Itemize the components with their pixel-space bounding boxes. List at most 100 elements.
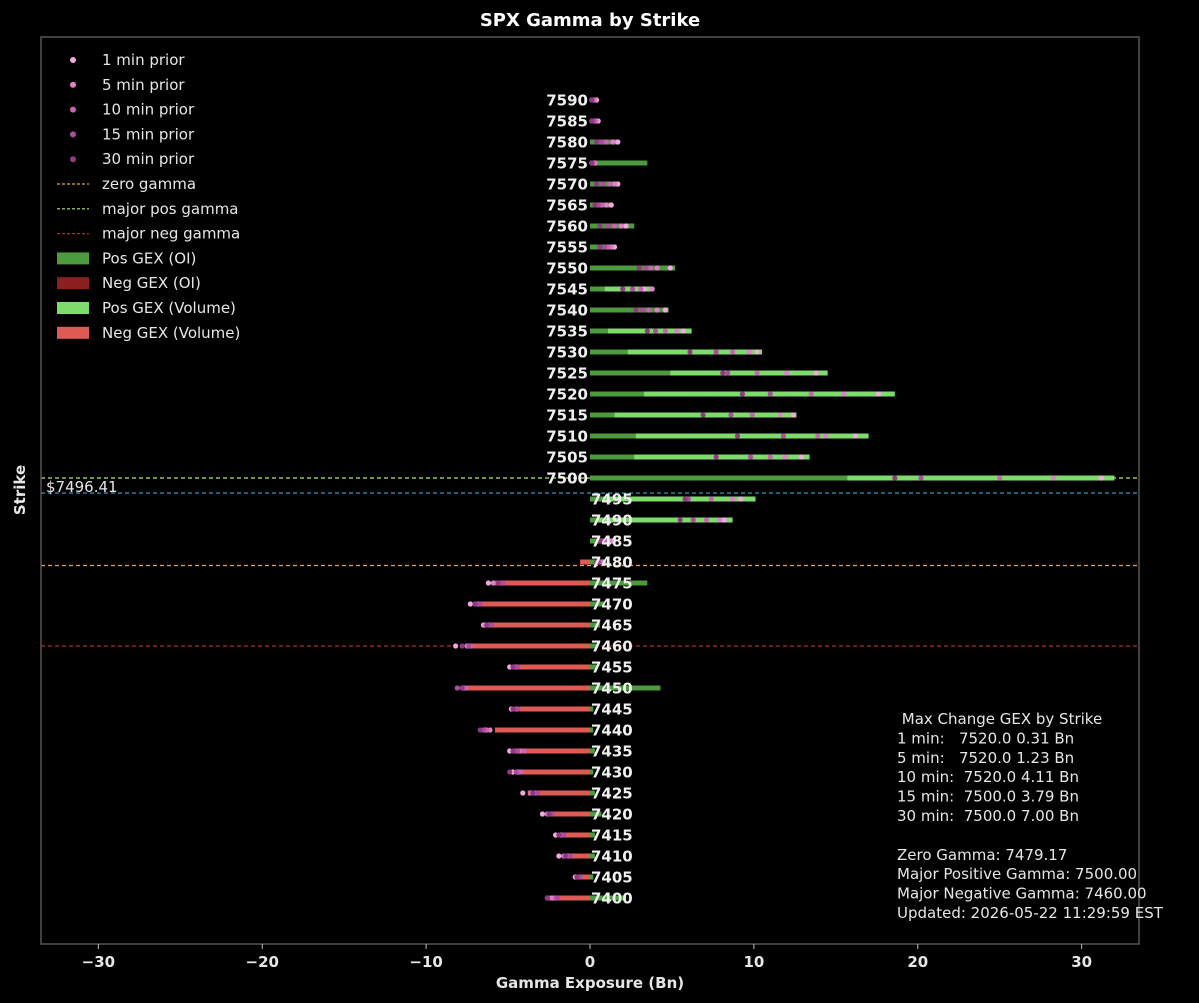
- pos-gex-oi-bar-7535: [590, 328, 609, 334]
- neg-gex-volume-bar-7405: [576, 874, 590, 880]
- strike-label-7400: 7400: [591, 890, 633, 908]
- pos-gex-oi-bar-7530: [590, 349, 628, 355]
- prior-dot-4-7565: [592, 202, 598, 208]
- prior-dot-2-7570: [607, 181, 613, 187]
- pos-gex-oi-bar-7545: [590, 286, 605, 292]
- neg-gex-volume-bar-7460: [465, 643, 590, 649]
- y-axis-label: Strike: [11, 465, 29, 515]
- prior-dot-3-7455: [515, 664, 521, 670]
- prior-dot-3-7430: [513, 769, 519, 775]
- pos-gex-volume-bar-7510: [590, 433, 869, 439]
- prior-dot-3-7550: [643, 265, 649, 271]
- prior-dot-2-7490: [703, 517, 709, 523]
- pos-gex-oi-bar-7575: [590, 160, 648, 166]
- legend-marker-4: [70, 156, 76, 163]
- prior-dot-3-7520: [767, 391, 773, 397]
- prior-dot-4-7525: [720, 370, 726, 376]
- prior-dot-4-7490: [677, 517, 683, 523]
- prior-dot-4-7435: [510, 748, 516, 754]
- prior-dot-3-7540: [639, 307, 646, 313]
- strike-label-7430: 7430: [591, 764, 633, 782]
- neg-gex-volume-bar-7415: [558, 832, 590, 838]
- prior-dot-1-7495: [729, 496, 736, 502]
- strike-label-7570: 7570: [546, 176, 588, 194]
- prior-dot-4-7535: [644, 328, 650, 334]
- prior-dot-1-7490: [716, 517, 723, 523]
- pos-gex-oi-bar-7490: [590, 517, 599, 523]
- pos-gex-oi-bar-7435: [590, 748, 595, 754]
- prior-dot-3-7470: [477, 601, 483, 607]
- strike-label-7530: 7530: [546, 344, 588, 362]
- prior-dot-2-7535: [662, 328, 668, 334]
- prior-dot-0-7490: [721, 517, 727, 523]
- strike-label-7535: 7535: [546, 323, 588, 341]
- prior-dot-3-7515: [728, 412, 734, 418]
- strike-label-7575: 7575: [546, 155, 588, 173]
- legend-label-4: 30 min prior: [102, 150, 195, 168]
- strike-label-7480: 7480: [591, 554, 633, 572]
- prior-dot-0-7500: [1098, 475, 1104, 481]
- x-tick-label-1: −20: [246, 953, 279, 971]
- neg-gex-volume-bar-7430: [516, 769, 590, 775]
- prior-dot-4-7550: [636, 265, 642, 271]
- legend-label-2: 10 min prior: [102, 101, 195, 119]
- strike-label-7410: 7410: [591, 848, 633, 866]
- neg-gex-volume-bar-7470: [475, 601, 590, 607]
- prior-dot-0-7505: [798, 454, 805, 460]
- prior-dot-4-7405: [574, 874, 580, 880]
- prior-dot-2-7525: [754, 370, 760, 376]
- prior-dot-1-7545: [649, 286, 655, 292]
- pos-gex-oi-bar-7455: [590, 664, 597, 670]
- prior-dot-4-7555: [597, 244, 603, 250]
- strike-label-7470: 7470: [591, 596, 633, 614]
- prior-dot-4-7590: [589, 97, 595, 103]
- prior-dot-4-7400: [544, 895, 550, 901]
- prior-dot-0-7540: [662, 307, 668, 313]
- prior-dot-4-7480: [593, 559, 600, 565]
- prior-dot-1-7500: [1051, 475, 1057, 481]
- strike-label-7450: 7450: [591, 680, 633, 698]
- legend-label-1: 5 min prior: [102, 76, 185, 94]
- prior-dot-0-7550: [667, 265, 673, 271]
- prior-dot-4-7415: [556, 832, 562, 838]
- prior-dot-4-7430: [507, 769, 513, 775]
- prior-dot-1-7515: [777, 412, 783, 418]
- strike-label-7500: 7500: [546, 470, 588, 488]
- prior-dot-2-7430: [518, 769, 524, 775]
- x-axis-ticks: −30 −20 −10 0 10 20 30: [82, 944, 1092, 971]
- legend-label-8: Pos GEX (OI): [102, 249, 196, 267]
- prior-dot-0-7530: [754, 349, 760, 355]
- prior-dot-0-7425: [520, 790, 526, 796]
- prior-dot-3-7475: [500, 580, 506, 586]
- prior-dot-1-7535: [674, 328, 680, 334]
- prior-dot-4-7545: [620, 286, 626, 292]
- pos-gex-oi-bar-7510: [590, 433, 636, 439]
- neg-gex-volume-bar-7445: [519, 706, 590, 712]
- prior-dot-3-7460: [466, 643, 472, 649]
- prior-dot-4-7455: [510, 664, 516, 670]
- legend-marker-9: [57, 277, 89, 290]
- prior-dot-4-7580: [593, 139, 600, 145]
- neg-gex-volume-bar-7465: [483, 622, 590, 628]
- strike-label-7425: 7425: [591, 785, 633, 803]
- neg-gex-volume-bar-7480: [580, 559, 590, 565]
- prior-dot-3-7560: [605, 223, 611, 229]
- pos-gex-volume-bar-7495: [590, 496, 756, 502]
- info-line-5: 30 min: 7500.0 7.00 Bn: [897, 807, 1079, 825]
- pos-gex-oi-bar-7460: [590, 643, 597, 649]
- x-tick-label-0: −30: [82, 953, 115, 971]
- strike-label-7465: 7465: [591, 617, 633, 635]
- prior-dot-3-7415: [561, 832, 567, 838]
- legend-label-9: Neg GEX (OI): [102, 274, 201, 292]
- prior-dot-1-7560: [618, 223, 624, 229]
- prior-dot-3-7425: [534, 790, 541, 796]
- prior-dot-3-7410: [567, 853, 573, 859]
- pos-gex-oi-bar-7400: [590, 895, 627, 901]
- prior-dot-4-7420: [546, 811, 552, 817]
- pos-gex-oi-bar-7540: [590, 307, 669, 313]
- prior-dot-4-7495: [682, 496, 688, 502]
- prior-dot-0-7535: [680, 328, 687, 334]
- prior-dot-3-7400: [554, 895, 560, 901]
- info-line-0: Max Change GEX by Strike: [897, 710, 1102, 728]
- prior-dot-4-7440: [477, 727, 483, 733]
